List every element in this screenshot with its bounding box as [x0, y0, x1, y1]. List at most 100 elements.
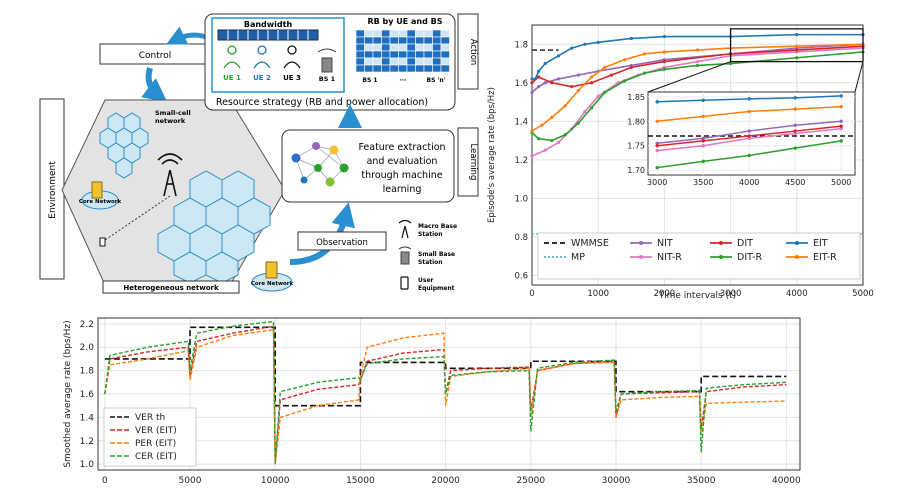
x-tick-label: 25000 [516, 476, 545, 486]
rb-cell [423, 36, 433, 45]
rb-cell [440, 57, 450, 66]
environment-box [39, 98, 65, 280]
y-tick-label: 1.6 [80, 390, 95, 400]
inset-series-point-nit-r [839, 126, 843, 131]
series-point-dit [662, 59, 666, 64]
rb-cell [415, 29, 425, 38]
link-line [104, 195, 171, 241]
series-point-eit-r [662, 50, 666, 54]
ue-label-1: UE 1 [223, 74, 241, 82]
rb-cell [355, 29, 365, 38]
series-point-nit [543, 81, 547, 85]
x-tick-label: 0 [102, 476, 108, 486]
series-point-eit [583, 42, 587, 46]
bandwidth-label: Bandwidth [244, 20, 293, 29]
x-tick-label: 2000 [654, 289, 676, 299]
bs1-label: BS 1 [319, 75, 336, 83]
observation-label: Observation [316, 238, 368, 248]
series-point-dit-r [563, 133, 567, 137]
legend-label-2: PER (EIT) [135, 439, 176, 449]
rb-cell [372, 50, 382, 59]
rb-cell [398, 36, 408, 45]
y-tick-label: 1.0 [514, 194, 528, 204]
diagram-legend: Macro Base Station Small Base Station Us… [398, 219, 457, 292]
y-tick-label: 1.2 [80, 437, 94, 447]
series-point-eit [596, 40, 600, 44]
rb-cell [440, 36, 450, 45]
series-point-eit-r [589, 75, 594, 79]
rb-cell [381, 29, 391, 38]
plot-frame [97, 317, 801, 471]
y-tick-label: 2.0 [80, 343, 95, 353]
rb-cell [432, 43, 442, 52]
series-point-eit [795, 33, 799, 37]
series-point-eit-r [550, 115, 554, 120]
inset-x-tick-label: 4000 [739, 178, 759, 187]
rb-cell [406, 29, 416, 38]
small-cell-label-1: Small-cell [155, 109, 191, 117]
inset-series-point-eit-r [793, 107, 797, 111]
legend-marker-nit-r [639, 255, 643, 259]
feature-text-1: Feature extraction [358, 142, 445, 153]
phone-icon [400, 276, 409, 290]
inset-series-point-eit [793, 96, 797, 100]
inset-series-point-eit [839, 94, 843, 98]
learning-label: Learning [468, 144, 478, 181]
inset-series-point-eit [701, 98, 705, 103]
rb-cell [364, 29, 374, 38]
y-axis-label: Episode's average rate (bps/Hz) [487, 87, 497, 223]
rb-cell [406, 64, 416, 73]
inset-y-tick-label: 1.80 [627, 117, 645, 126]
series-point-nit [530, 90, 534, 95]
rb-cell [406, 36, 416, 45]
series-point-dit [550, 81, 554, 85]
series-point-dit [609, 73, 614, 77]
legend-label-eit: EIT [813, 238, 828, 249]
inset-series-point-dit-r [747, 153, 751, 158]
rb-cell [355, 57, 365, 66]
rb-cell [389, 50, 399, 59]
inset-series-point-dit [701, 139, 705, 143]
rb-cell [389, 43, 399, 52]
y-tick-label: 1.4 [514, 117, 528, 127]
het-network-label: Heterogeneous network [123, 284, 219, 292]
core-network-server-icon-1 [91, 181, 103, 199]
rb-cell [398, 43, 408, 52]
inset-series-point-eit-r [701, 114, 705, 119]
rb-cell [355, 36, 365, 45]
feature-text-3: through machine [361, 170, 442, 181]
rb-cell [415, 43, 425, 52]
series-point-eit [629, 36, 633, 41]
rb-cell [432, 50, 442, 59]
macro-bs-tower-icon [157, 153, 183, 197]
rb-cell [389, 29, 399, 38]
rb-cell [372, 29, 382, 38]
legend-label-eit-r: EIT-R [813, 252, 837, 263]
rb-cell [440, 43, 450, 52]
inset-series-point-dit-r [655, 165, 659, 170]
series-point-dit-r [642, 71, 647, 75]
series-point-dit [530, 81, 534, 85]
series-point-nit-r [596, 94, 600, 98]
series-point-dit-r [550, 138, 554, 143]
legend-macro-1: Macro Base [418, 223, 457, 230]
small-cell-label-2: network [155, 117, 186, 125]
series-point-eit-r [563, 104, 567, 108]
inset-series-point-nit-r [747, 136, 751, 141]
rb-cell [381, 43, 391, 52]
observation-box [297, 231, 387, 251]
series-point-nit-r [530, 154, 534, 158]
series-point-dit [629, 65, 633, 69]
action-box [457, 13, 479, 90]
zoom-connector [854, 61, 864, 93]
y-tick-label: 1.8 [80, 367, 95, 377]
rb-cell [364, 50, 374, 59]
legend-marker-eit [795, 241, 799, 245]
series-point-eit-r [795, 44, 799, 48]
rb-title: RB by UE and BS [368, 17, 443, 26]
rb-cell [423, 64, 433, 73]
legend-marker-eit-r [795, 255, 799, 259]
series-point-dit [589, 81, 594, 85]
y-tick-label: 1.8 [514, 40, 528, 50]
control-label: Control [139, 51, 172, 61]
